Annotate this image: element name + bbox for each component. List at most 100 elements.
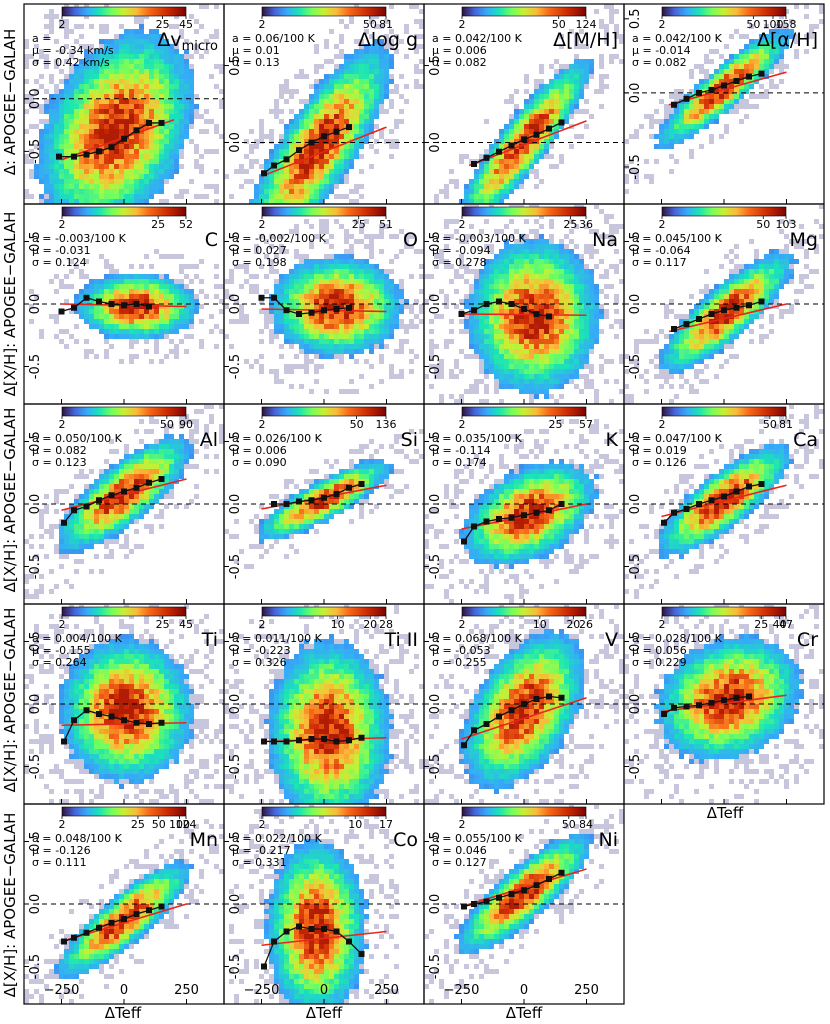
colorbar-tick-label: 50 <box>562 818 576 831</box>
stat-line: σ = 0.111 <box>32 856 87 869</box>
stat-line: a = 0.022/100 K <box>232 832 323 845</box>
binned-median-point <box>121 135 127 142</box>
binned-median-point <box>471 307 477 314</box>
y-tick-label: 0.5 <box>428 831 443 852</box>
stat-line: σ = 0.42 km/s <box>32 56 110 69</box>
y-tick-label: 0.5 <box>228 831 243 852</box>
binned-median-point <box>461 538 467 545</box>
binned-median-point <box>533 311 540 317</box>
panel-o: 0.5 0.0 -0.5 2 25 51 a = -0.002/100 Kμ = 0.027… <box>223 203 425 405</box>
y-tick-label: 0.0 <box>28 694 43 715</box>
binned-median-point <box>333 738 340 745</box>
binned-median-point <box>696 702 702 709</box>
stat-line: μ = -0.094 <box>432 244 491 257</box>
y-tick-label: -0.5 <box>428 954 443 979</box>
binned-median-point <box>296 923 302 930</box>
colorbar-tick-label: 50 <box>552 18 566 31</box>
colorbar-tick-label: 2 <box>659 418 666 431</box>
panel-title: K <box>606 429 619 451</box>
colorbar-tick-label: 25 <box>151 218 165 231</box>
colorbar-tick-label: 2 <box>259 418 266 431</box>
binned-median-point <box>321 494 327 501</box>
heatmap-pixels <box>24 404 224 599</box>
binned-median-point <box>283 156 290 163</box>
stat-line: a = 0.011/100 K <box>232 632 323 645</box>
stat-line: a = 0.06/100 K <box>232 32 316 45</box>
colorbar <box>261 6 387 17</box>
stat-line: σ = 0.331 <box>232 856 287 869</box>
panel-title: Mn <box>190 829 218 851</box>
binned-median-point <box>471 523 477 530</box>
colorbar <box>61 6 187 17</box>
stat-line: σ = 0.326 <box>232 656 287 669</box>
binned-median-point <box>733 694 740 701</box>
binned-median-point <box>121 488 127 495</box>
binned-median-point <box>296 311 302 317</box>
binned-median-point <box>308 309 315 316</box>
colorbar-tick-label: 57 <box>579 418 593 431</box>
binned-median-point <box>546 876 552 882</box>
heatmap-pixels <box>29 249 224 364</box>
stat-line: a = 0.068/100 K <box>432 632 523 645</box>
binned-median-point <box>61 738 67 745</box>
y-tick-label: 0.0 <box>228 132 243 153</box>
colorbar-tick-label: 50 <box>746 18 760 31</box>
colorbar-tick-label: 100 <box>169 818 190 831</box>
binned-median-point <box>108 492 115 499</box>
binned-median-point <box>308 497 315 504</box>
binned-median-point <box>721 82 727 89</box>
colorbar-tick-label: 2 <box>659 618 666 631</box>
binned-median-point <box>758 70 765 77</box>
stat-line: σ = 0.117 <box>632 256 687 269</box>
y-tick-label: 0.0 <box>228 494 243 515</box>
linear-fit-line <box>61 478 187 512</box>
panel-title-subscript: micro <box>182 39 218 54</box>
stat-line: σ = 0.124 <box>32 256 87 269</box>
binned-median-point <box>496 713 502 720</box>
binned-median-point <box>71 153 77 160</box>
panel-title: Na <box>592 229 618 251</box>
binned-median-point <box>683 703 690 710</box>
binned-median-point <box>83 929 90 936</box>
y-tick-label: 0.5 <box>28 431 43 452</box>
stat-line: μ = -0.114 <box>432 444 491 457</box>
y-tick-label: 0.5 <box>228 631 243 652</box>
binned-median-point <box>346 484 352 491</box>
binned-median-point <box>121 302 127 309</box>
stat-line: a = 0.050/100 K <box>32 432 123 445</box>
binned-median-point <box>721 697 727 704</box>
panel-k: 0.5 0.0 -0.5 2 25 57 a = 0.035/100 Kμ = -0.114… <box>423 403 625 605</box>
colorbar-tick-label: 136 <box>376 418 397 431</box>
binned-median-point <box>71 717 77 724</box>
binned-median-point <box>533 882 540 889</box>
binned-median-point <box>521 306 527 312</box>
stat-line: σ = 0.127 <box>432 856 487 869</box>
stat-line: μ = -0.031 <box>32 244 91 257</box>
y-tick-label: 0.0 <box>28 494 43 515</box>
stat-line: a = 0.048/100 K <box>32 832 123 845</box>
y-tick-label: 0.0 <box>28 894 43 915</box>
binned-median-point <box>746 693 752 700</box>
panel-title: Δ[M/H] <box>553 29 618 51</box>
binned-median-point <box>661 711 667 717</box>
binned-median-point <box>96 924 102 931</box>
panel-title: Ca <box>793 429 818 451</box>
binned-median-point <box>496 148 502 155</box>
binned-median-point <box>108 301 115 307</box>
colorbar <box>661 6 787 17</box>
y-tick-label: 0.5 <box>28 831 43 852</box>
x-axis-label-col-4: ΔTeff <box>707 804 744 822</box>
y-tick-label: 0.5 <box>228 231 243 252</box>
binned-median-point <box>483 721 490 727</box>
binned-median-point <box>321 926 327 932</box>
y-tick-label: 0.0 <box>428 894 443 915</box>
x-tick-label: 250 <box>374 983 399 998</box>
colorbar-tick-label: 25 <box>156 618 170 631</box>
x-tick-label: 250 <box>174 983 199 998</box>
x-tick-label: 0 <box>520 983 528 998</box>
panel-title: Si <box>401 429 418 451</box>
binned-median-point <box>283 307 290 314</box>
binned-median-point <box>308 736 315 742</box>
